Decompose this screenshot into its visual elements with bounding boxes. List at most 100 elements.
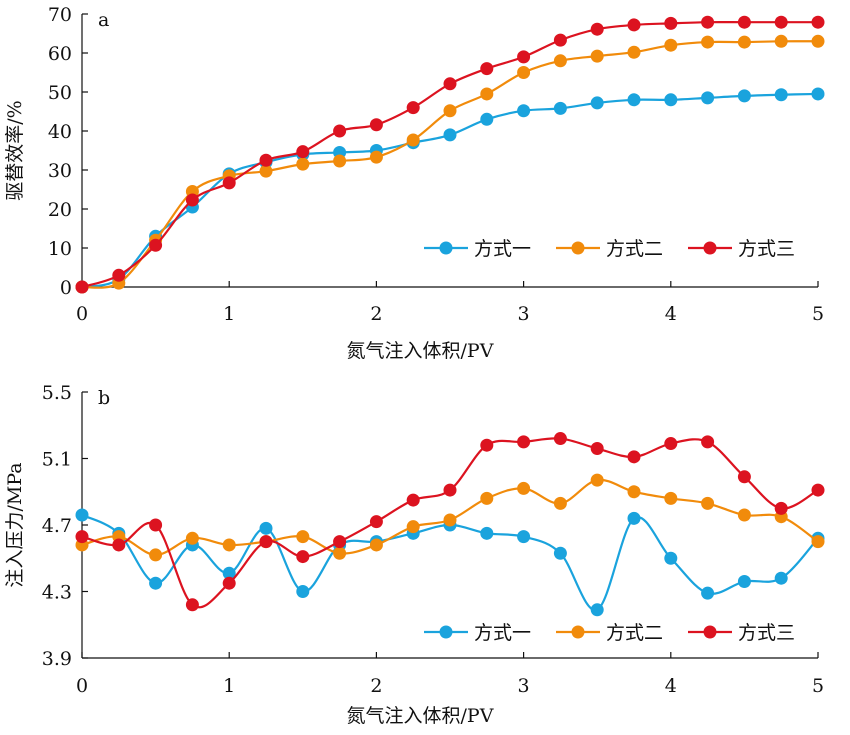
data-point [811,34,825,48]
data-point [480,62,494,76]
data-point [259,164,273,178]
legend-marker [703,625,717,639]
legend: 方式一 方式二 方式三 [424,622,795,644]
data-point [553,432,567,446]
data-point [406,493,420,507]
x-tick-label: 4 [665,675,677,697]
data-point [701,435,715,449]
series-2 [75,34,825,294]
y-tick-label: 50 [48,82,72,104]
chart-panel-a: 0 10 20 30 40 50 60 70 0 1 2 3 4 5 氮气注入体积/PV 驱替效率/% a 方式一… [4,4,825,362]
data-point [333,124,347,138]
data-point [222,176,236,190]
data-point [112,268,126,282]
data-point [811,535,825,549]
y-tick-label: 20 [48,199,72,221]
data-point [517,104,531,118]
data-point [517,481,531,495]
data-point [296,530,310,544]
data-point [369,150,383,164]
data-point [517,66,531,79]
y-tick-label: 40 [48,121,72,143]
data-point [149,518,163,532]
y-axis-title: 驱替效率/% [4,100,26,200]
x-tick-label: 4 [665,303,677,325]
data-point [590,442,604,456]
x-tick-label: 5 [812,303,824,325]
data-point [222,576,236,590]
data-point [296,145,310,159]
data-point [333,154,347,168]
y-tick-label: 60 [48,43,72,65]
data-point [553,496,567,510]
legend-marker [571,625,585,639]
data-point [443,104,457,118]
data-point [737,508,751,522]
y-axis-title: 注入压力/MPa [4,462,26,587]
legend-label: 方式二 [606,238,663,260]
data-point [627,485,641,499]
data-point [701,15,715,29]
data-point [517,50,531,64]
data-point [369,118,383,132]
legend-label: 方式三 [738,238,795,260]
data-point [590,473,604,487]
data-point [149,576,163,590]
data-point [480,87,494,101]
legend-marker [703,241,717,255]
data-point [811,87,825,101]
y-tick-label: 4.7 [42,515,72,537]
data-point [149,238,163,252]
x-tick-label: 3 [518,675,530,697]
data-point [406,133,420,147]
data-point [296,585,310,598]
panel-label: b [98,387,110,409]
x-tick-label: 5 [812,675,824,697]
x-tick-label: 1 [223,675,235,697]
series-3 [75,432,825,612]
data-point [590,22,604,36]
data-point [296,550,310,564]
data-point [112,538,126,552]
data-point [590,603,604,617]
data-point [737,470,751,484]
data-point [517,530,531,544]
data-point [149,548,163,562]
series-3 [75,15,825,294]
legend-label: 方式三 [738,622,795,644]
data-point [553,54,567,68]
data-point [333,535,347,549]
y-tick-label: 5.5 [42,382,72,404]
y-tick-label: 0 [60,277,72,299]
data-point [75,280,89,294]
data-point [590,49,604,63]
data-point [627,45,641,59]
data-point [737,15,751,29]
data-point [664,93,678,107]
data-point [627,18,641,32]
data-point [737,89,751,103]
data-point [406,520,420,534]
y-tick-label: 5.1 [42,449,72,471]
data-point [222,538,236,552]
data-point [664,491,678,505]
chart-panel-b: 3.9 4.3 4.7 5.1 5.5 0 1 2 3 4 5 氮气注入体积/PV 注入压力/MPa b 方… [4,382,825,727]
data-point [443,513,457,527]
data-point [774,15,788,29]
data-point [774,88,788,102]
legend-marker [439,241,453,255]
data-point [590,96,604,110]
data-point [296,157,310,171]
x-tick-label: 2 [370,675,382,697]
data-point [406,101,420,115]
y-tick-label: 3.9 [42,648,72,670]
y-tick-label: 10 [48,238,72,260]
data-point [664,437,678,451]
data-point [774,501,788,515]
data-point [369,538,383,552]
y-tick-label: 30 [48,160,72,182]
y-tick-label: 70 [48,4,72,26]
data-point [553,33,567,47]
data-point [627,93,641,107]
data-point [517,435,531,449]
